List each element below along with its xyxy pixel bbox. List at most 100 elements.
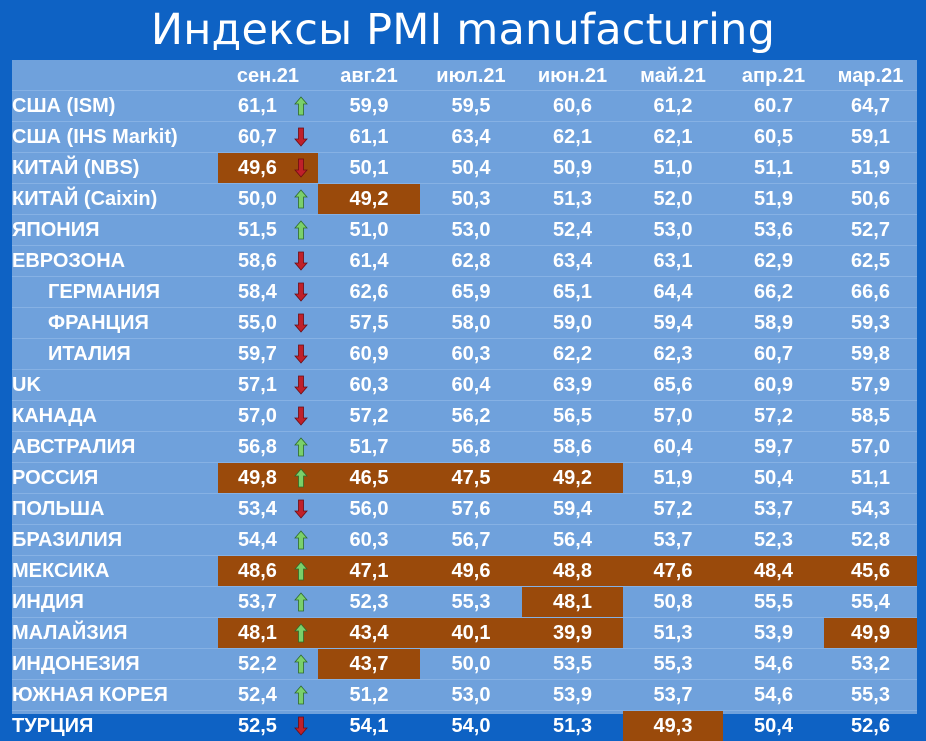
value-cell: 60,9 — [318, 339, 420, 370]
value-cell: 64,4 — [623, 277, 723, 308]
value-text: 60,3 — [350, 374, 389, 396]
value-cell: 66,6 — [824, 277, 917, 308]
value-text: 60,6 — [553, 95, 592, 117]
value-cell: 53,0 — [623, 215, 723, 246]
value-cell: 55,5 — [723, 587, 824, 618]
value-cell: 56,2 — [420, 401, 522, 432]
country-label: ИТАЛИЯ — [12, 339, 218, 370]
arrow-up-icon — [294, 189, 308, 209]
value-cell: 50,4 — [723, 463, 824, 494]
header-month: июн.21 — [522, 62, 623, 91]
value-cell: 48,6 — [218, 556, 318, 587]
value-cell: 60,3 — [318, 370, 420, 401]
value-cell: 52,0 — [623, 184, 723, 215]
value-text: 58,6 — [553, 436, 592, 458]
value-cell: 53,0 — [420, 680, 522, 711]
value-cell: 55,3 — [623, 649, 723, 680]
value-cell: 55,3 — [420, 587, 522, 618]
value-cell: 57,6 — [420, 494, 522, 525]
arrow-up-icon — [294, 437, 308, 457]
value-cell: 59,7 — [723, 432, 824, 463]
value-cell: 43,4 — [318, 618, 420, 649]
country-label: ЯПОНИЯ — [12, 215, 218, 246]
value-text: 60,4 — [654, 436, 693, 458]
value-text: 57,2 — [754, 405, 793, 427]
value-cell: 56,8 — [420, 432, 522, 463]
value-text: 57,1 — [238, 374, 277, 396]
value-cell: 53,7 — [218, 587, 318, 618]
value-cell: 48,4 — [723, 556, 824, 587]
value-text: 62,1 — [654, 126, 693, 148]
value-text: 59,1 — [851, 126, 890, 148]
arrow-down-icon — [294, 251, 308, 271]
value-cell: 60,3 — [420, 339, 522, 370]
value-cell: 64,7 — [824, 91, 917, 122]
value-cell: 54,6 — [723, 649, 824, 680]
arrow-up-icon — [294, 654, 308, 674]
value-cell: 49,6 — [218, 153, 318, 184]
value-text: 55,5 — [754, 591, 793, 613]
header-row: сен.21 авг.21 июл.21 июн.21 май.21 апр.2… — [12, 62, 917, 91]
country-label: ЮЖНАЯ КОРЕЯ — [12, 680, 218, 711]
value-cell: 55,4 — [824, 587, 917, 618]
arrow-up-icon — [294, 530, 308, 550]
arrow-up-icon — [294, 592, 308, 612]
country-label: ПОЛЬША — [12, 494, 218, 525]
value-cell: 57,2 — [623, 494, 723, 525]
value-text: 51,9 — [851, 157, 890, 179]
value-cell: 50,0 — [218, 184, 318, 215]
value-cell: 51,9 — [824, 153, 917, 184]
value-cell: 52,2 — [218, 649, 318, 680]
value-text: 57,9 — [851, 374, 890, 396]
header-month: апр.21 — [723, 62, 824, 91]
value-cell: 53,9 — [723, 618, 824, 649]
value-cell: 50,8 — [623, 587, 723, 618]
value-cell: 57,5 — [318, 308, 420, 339]
value-cell: 54,1 — [318, 711, 420, 741]
value-cell: 59,4 — [623, 308, 723, 339]
value-text: 55,3 — [452, 591, 491, 613]
value-text: 49,9 — [851, 622, 890, 644]
value-text: 57,0 — [654, 405, 693, 427]
value-text: 59,8 — [851, 343, 890, 365]
value-text: 49,2 — [350, 188, 389, 210]
value-text: 50,4 — [754, 467, 793, 489]
value-text: 52,2 — [238, 653, 277, 675]
value-text: 48,8 — [553, 560, 592, 582]
value-text: 60,3 — [350, 529, 389, 551]
value-text: 65,6 — [654, 374, 693, 396]
value-cell: 62,6 — [318, 277, 420, 308]
value-text: 62,3 — [654, 343, 693, 365]
value-cell: 58,6 — [218, 246, 318, 277]
value-text: 60,9 — [350, 343, 389, 365]
value-cell: 61,1 — [318, 122, 420, 153]
value-text: 52,3 — [350, 591, 389, 613]
value-text: 55,0 — [238, 312, 277, 334]
value-text: 61,4 — [350, 250, 389, 272]
value-cell: 58,4 — [218, 277, 318, 308]
value-text: 54,6 — [754, 653, 793, 675]
value-cell: 60,7 — [723, 339, 824, 370]
value-text: 49,8 — [238, 467, 277, 489]
value-cell: 48,1 — [218, 618, 318, 649]
value-cell: 61,1 — [218, 91, 318, 122]
value-text: 50,0 — [238, 188, 277, 210]
value-text: 64,7 — [851, 95, 890, 117]
value-cell: 52,6 — [824, 711, 917, 741]
value-text: 63,4 — [452, 126, 491, 148]
value-text: 59,4 — [553, 498, 592, 520]
header-month: авг.21 — [318, 62, 420, 91]
country-label: ТУРЦИЯ — [12, 711, 218, 741]
page-title: Индексы PMI manufacturing — [0, 0, 926, 60]
value-cell: 53,7 — [623, 680, 723, 711]
value-text: 57,2 — [654, 498, 693, 520]
arrow-down-icon — [294, 716, 308, 736]
arrow-up-icon — [294, 623, 308, 643]
arrow-up-icon — [294, 561, 308, 581]
